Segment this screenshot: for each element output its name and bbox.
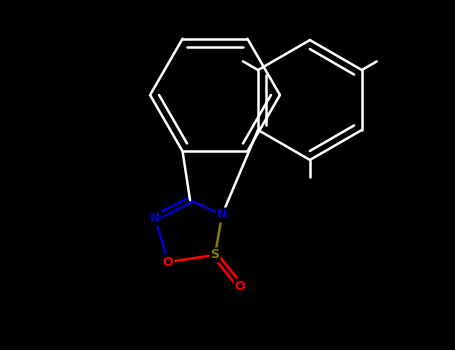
- Text: N: N: [217, 209, 227, 222]
- Text: O: O: [235, 280, 245, 293]
- Text: S: S: [211, 248, 219, 261]
- Text: O: O: [163, 256, 173, 268]
- Text: N: N: [150, 211, 160, 224]
